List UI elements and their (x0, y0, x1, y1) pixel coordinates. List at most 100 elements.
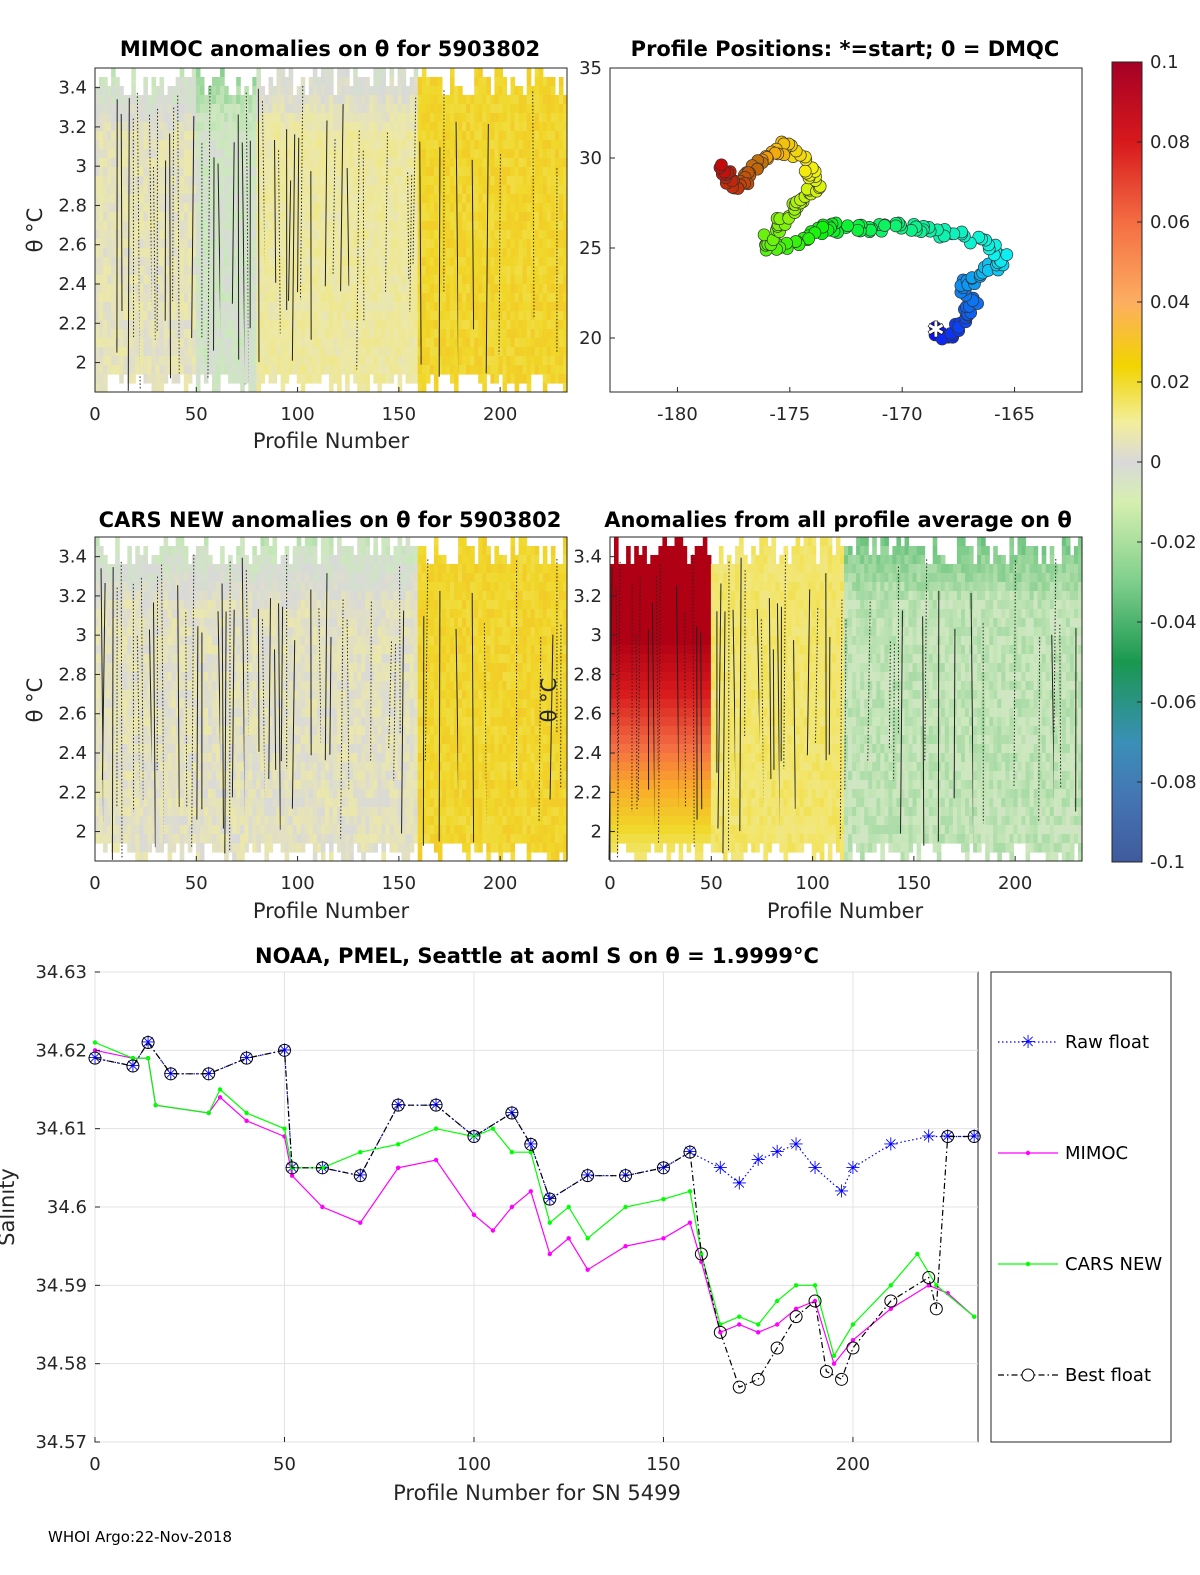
mimoc-cell (546, 329, 552, 339)
mimoc-cell (159, 176, 165, 186)
cars-cell (127, 627, 132, 637)
mimoc-cell (240, 302, 245, 312)
mimoc-cell (123, 122, 128, 132)
cars-cell (163, 798, 169, 808)
mimoc-cell (341, 338, 346, 348)
mimoc-cell (353, 167, 358, 177)
mimoc-cell (365, 320, 370, 330)
mimoc-cell (175, 131, 181, 141)
mimoc-cell (329, 374, 334, 384)
mimoc-cell (320, 95, 326, 105)
mimoc-cell (320, 77, 326, 87)
mimoc-cell (446, 230, 451, 240)
mimoc-cell (546, 203, 552, 213)
mimoc-cell (550, 230, 556, 240)
mimoc-cell (446, 248, 451, 258)
mimoc-cell (478, 311, 483, 321)
colorbar: 0.10.080.060.040.020-0.02-0.04-0.06-0.08… (1111, 52, 1197, 873)
mimoc-cell (514, 365, 520, 375)
mimoc-cell (276, 104, 282, 114)
mimoc-cell (417, 383, 423, 393)
cars-cell (163, 816, 169, 826)
mimoc-cell (478, 140, 483, 150)
mimoc-cell (401, 365, 407, 375)
mimoc-cell (377, 365, 382, 375)
mimoc-cell (272, 257, 278, 267)
mimoc-cell (550, 374, 556, 384)
mimoc-cell (324, 95, 330, 105)
cars-cell (147, 780, 152, 790)
mimoc-cell (397, 284, 403, 294)
mimoc-cell (131, 356, 136, 366)
mimoc-cell (425, 158, 431, 168)
mimoc-cell (341, 122, 346, 132)
cars-cell (99, 708, 104, 718)
mimoc-cell (232, 185, 237, 195)
mimoc-cell (337, 104, 342, 114)
cars-cell (131, 726, 136, 736)
cars-cell (103, 672, 108, 682)
mimoc-cell (458, 167, 463, 177)
mimoc-cell (345, 284, 350, 294)
mimoc-cell (365, 104, 370, 114)
mimoc-cell (341, 194, 346, 204)
mimoc-cell (244, 302, 249, 312)
mimoc-cell (199, 266, 205, 276)
mimoc-cell (369, 149, 374, 159)
mimoc-cell (220, 365, 225, 375)
mimoc-cell (530, 248, 536, 258)
mimoc-cell (284, 320, 290, 330)
mimoc-cell (466, 221, 471, 231)
mimoc-cell (494, 239, 499, 249)
mimoc-cell (99, 311, 104, 321)
mimoc-cell (563, 356, 568, 366)
mimoc-cell (252, 230, 257, 240)
mimoc-cell (349, 266, 354, 276)
mimoc-cell (458, 311, 463, 321)
cars-cell (95, 798, 100, 808)
mimoc-cell (147, 338, 152, 348)
mimoc-cell (518, 113, 524, 123)
mimoc-cell (252, 77, 257, 87)
cars-cell (167, 744, 173, 754)
mimoc-cell (502, 140, 508, 150)
mimoc-cell (264, 338, 269, 348)
mimoc-cell (514, 167, 520, 177)
mimoc-cell (413, 221, 419, 231)
mimoc-cell (191, 230, 197, 240)
mimoc-cell (260, 257, 265, 267)
cars-cell (127, 573, 132, 583)
mimoc-cell (474, 311, 479, 321)
mimoc-cell (385, 95, 391, 105)
cars-cell (107, 645, 112, 655)
mimoc-cell (357, 311, 362, 321)
mimoc-cell (288, 230, 294, 240)
mimoc-cell (413, 275, 419, 285)
mimoc-cell (147, 176, 152, 186)
cars-cell (151, 771, 157, 781)
cars-cell (107, 771, 112, 781)
mimoc-cell (203, 113, 209, 123)
mimoc-cell (441, 131, 447, 141)
mimoc-cell (506, 311, 512, 321)
mimoc-cell (163, 122, 169, 132)
cars-cell (151, 780, 157, 790)
mimoc-ytick-label: 2.2 (58, 313, 87, 334)
mimoc-cell (518, 194, 524, 204)
mimoc-cell (304, 239, 310, 249)
mimoc-cell (224, 140, 229, 150)
cars-cell (163, 744, 169, 754)
mimoc-cell (446, 365, 451, 375)
mimoc-cell (405, 365, 411, 375)
cars-cell (135, 546, 140, 556)
mimoc-cell (167, 95, 173, 105)
mimoc-cell (280, 320, 286, 330)
mimoc-cell (228, 275, 233, 285)
mimoc-cell (437, 302, 443, 312)
mimoc-cell (534, 356, 540, 366)
mimoc-cell (131, 140, 136, 150)
colorbar-tick-label: -0.02 (1150, 532, 1197, 553)
mimoc-cell (514, 239, 520, 249)
mimoc-cell (470, 356, 475, 366)
mimoc-cell (470, 113, 475, 123)
